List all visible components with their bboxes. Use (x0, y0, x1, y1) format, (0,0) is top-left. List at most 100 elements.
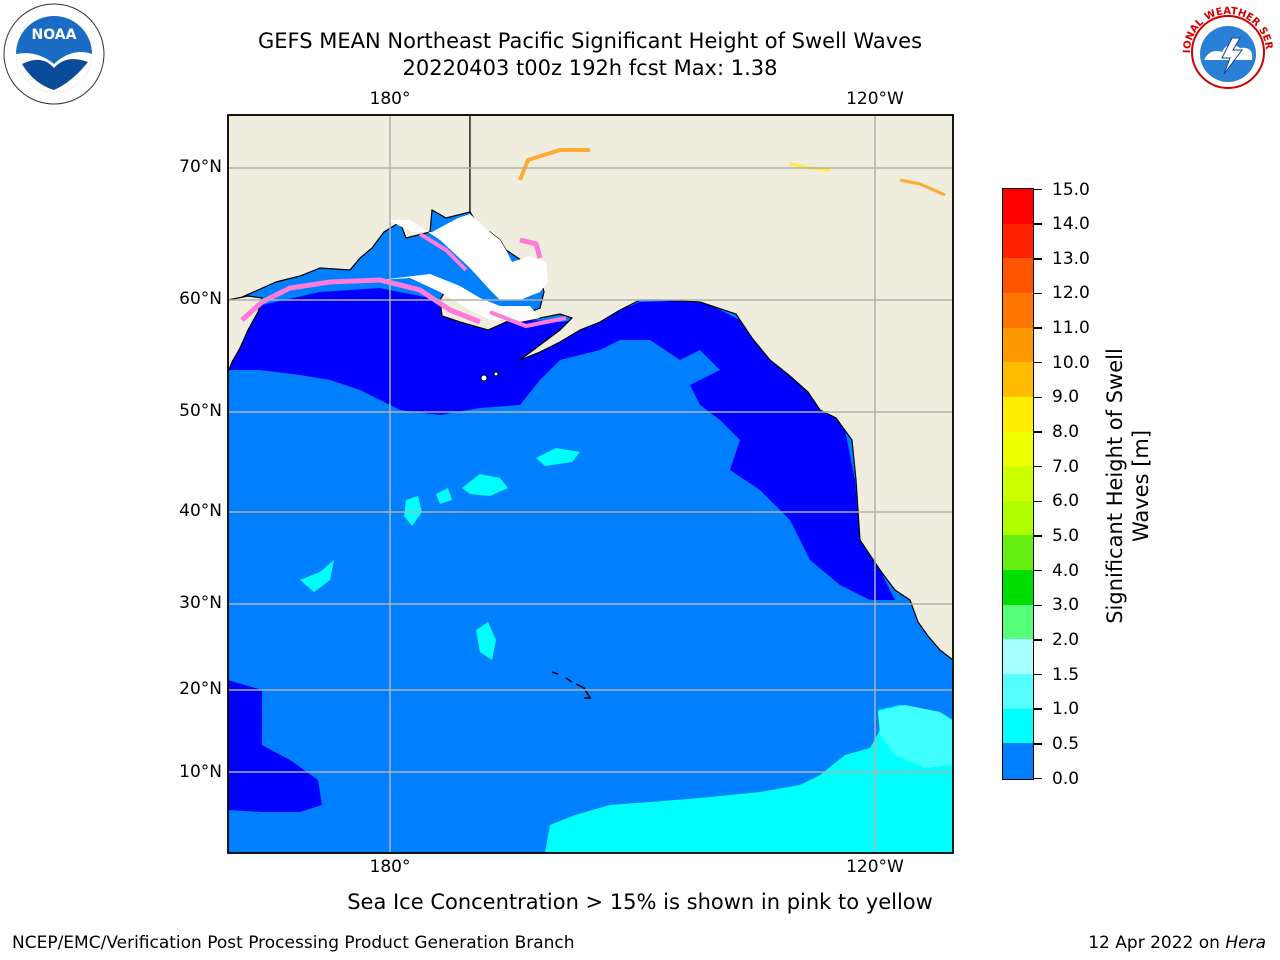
sea-ice-area (388, 214, 548, 300)
sea-ice-edge (489, 310, 567, 329)
colorbar-segment (1003, 674, 1033, 710)
nws-logo: NATIONAL WEATHER SERVICE (1176, 0, 1278, 102)
colorbar-segment (1003, 362, 1033, 398)
southwest-low-swell-region (228, 680, 322, 812)
colorbar-segment (1003, 535, 1033, 571)
colorbar-tick-label: 2.0 (1052, 629, 1080, 650)
chart-title: GEFS MEAN Northeast Pacific Significant … (257, 29, 923, 53)
colorbar-tick (1034, 188, 1042, 191)
lat-label-10n: 10°N (179, 762, 222, 782)
colorbar (1002, 188, 1034, 780)
colorbar-segment (1003, 327, 1033, 363)
colorbar-segment (1003, 500, 1033, 537)
southeast-high-swell-region (545, 705, 953, 853)
colorbar-tick (1034, 708, 1042, 710)
lat-label-60n: 60°N (179, 289, 222, 309)
noaa-logo: NOAA (3, 3, 105, 105)
cyan-patch (476, 622, 496, 660)
colorbar-segment (1003, 396, 1033, 433)
sea-ice-edge-orange (899, 178, 946, 197)
colorbar-tick (1034, 777, 1042, 780)
colorbar-segment (1003, 570, 1033, 606)
colorbar-segment (1003, 258, 1033, 294)
cyan-patch (462, 474, 508, 496)
sea-ice-caption: Sea Ice Concentration > 15% is shown in … (347, 890, 933, 914)
sea-ice-edge-orange (518, 148, 590, 181)
colorbar-tick (1034, 743, 1042, 745)
svg-text:NOAA: NOAA (32, 27, 77, 43)
footer-host: Hera (1225, 933, 1266, 953)
colorbar-segment (1003, 639, 1033, 675)
cyan-patch (300, 560, 334, 592)
footer-credit: NCEP/EMC/Verification Post Processing Pr… (12, 933, 575, 953)
colorbar-title: Significant Height of Swell Waves [m] (1102, 348, 1154, 624)
colorbar-tick (1034, 604, 1042, 606)
colorbar-tick-label: 6.0 (1052, 491, 1080, 512)
northern-low-swell-region (228, 288, 895, 600)
colorbar-segment (1003, 466, 1033, 502)
sea-ice-edge (519, 237, 543, 259)
graticule (228, 115, 953, 853)
colorbar-tick-label: 9.0 (1052, 387, 1080, 408)
footer-date: 12 Apr 2022 on Hera (1088, 933, 1266, 953)
colorbar-tick (1034, 361, 1042, 364)
colorbar-tick (1034, 465, 1042, 468)
colorbar-tick (1034, 396, 1042, 399)
colorbar-tick (1034, 673, 1042, 676)
colorbar-tick (1034, 535, 1042, 537)
map-frame (227, 114, 954, 854)
lat-label-40n: 40°N (179, 501, 222, 521)
colorbar-segment (1003, 223, 1033, 259)
lon-label-top-120w: 120°W (846, 89, 904, 109)
colorbar-tick-label: 15.0 (1052, 179, 1090, 200)
footer-date-text: 12 Apr 2022 on (1088, 933, 1226, 953)
lat-label-70n: 70°N (179, 157, 222, 177)
island (493, 371, 499, 377)
colorbar-tick (1034, 569, 1042, 572)
colorbar-segment (1003, 431, 1033, 467)
colorbar-tick-label: 4.0 (1052, 560, 1080, 581)
island (480, 374, 488, 382)
colorbar-title-line1: Significant Height of Swell (1103, 348, 1127, 624)
colorbar-segment (1003, 743, 1033, 779)
colorbar-tick-label: 12.0 (1052, 283, 1090, 304)
lat-label-30n: 30°N (179, 593, 222, 613)
cyan-patch (404, 496, 422, 526)
colorbar-tick-label: 14.0 (1052, 214, 1090, 235)
colorbar-tick (1034, 223, 1042, 225)
land-north-america (439, 115, 953, 661)
colorbar-tick-label: 8.0 (1052, 422, 1080, 443)
colorbar-segment (1003, 708, 1033, 744)
sea-ice-area (380, 274, 540, 322)
lon-label-bottom-120w: 120°W (846, 857, 904, 877)
colorbar-tick-label: 11.0 (1052, 318, 1090, 339)
colorbar-title-line2: Waves [m] (1129, 429, 1153, 543)
colorbar-tick-label: 1.0 (1052, 699, 1080, 720)
colorbar-tick (1034, 500, 1042, 503)
colorbar-tick (1034, 258, 1042, 260)
sea-ice-edge (418, 232, 468, 272)
colorbar-tick-label: 0.0 (1052, 768, 1080, 789)
colorbar-tick (1034, 639, 1042, 641)
colorbar-segment (1003, 292, 1033, 329)
colorbar-tick-label: 13.0 (1052, 248, 1090, 269)
lat-label-50n: 50°N (179, 401, 222, 421)
southeast-bright-band (878, 705, 953, 768)
hawaii-islands (551, 671, 592, 699)
colorbar-tick-label: 0.5 (1052, 733, 1080, 754)
cyan-patch (436, 488, 452, 504)
colorbar-segment (1003, 189, 1033, 225)
colorbar-tick-label: 7.0 (1052, 456, 1080, 477)
colorbar-tick-label: 1.5 (1052, 664, 1080, 685)
lat-label-20n: 20°N (179, 679, 222, 699)
colorbar-tick (1034, 431, 1042, 433)
lon-label-top-180: 180° (369, 89, 411, 109)
colorbar-segment (1003, 604, 1033, 640)
chart-subtitle: 20220403 t00z 192h fcst Max: 1.38 (402, 56, 778, 80)
colorbar-tick (1034, 292, 1042, 295)
land-chukotka (228, 115, 471, 301)
lon-label-bottom-180: 180° (369, 857, 411, 877)
colorbar-tick (1034, 327, 1042, 329)
colorbar-tick-label: 3.0 (1052, 595, 1080, 616)
